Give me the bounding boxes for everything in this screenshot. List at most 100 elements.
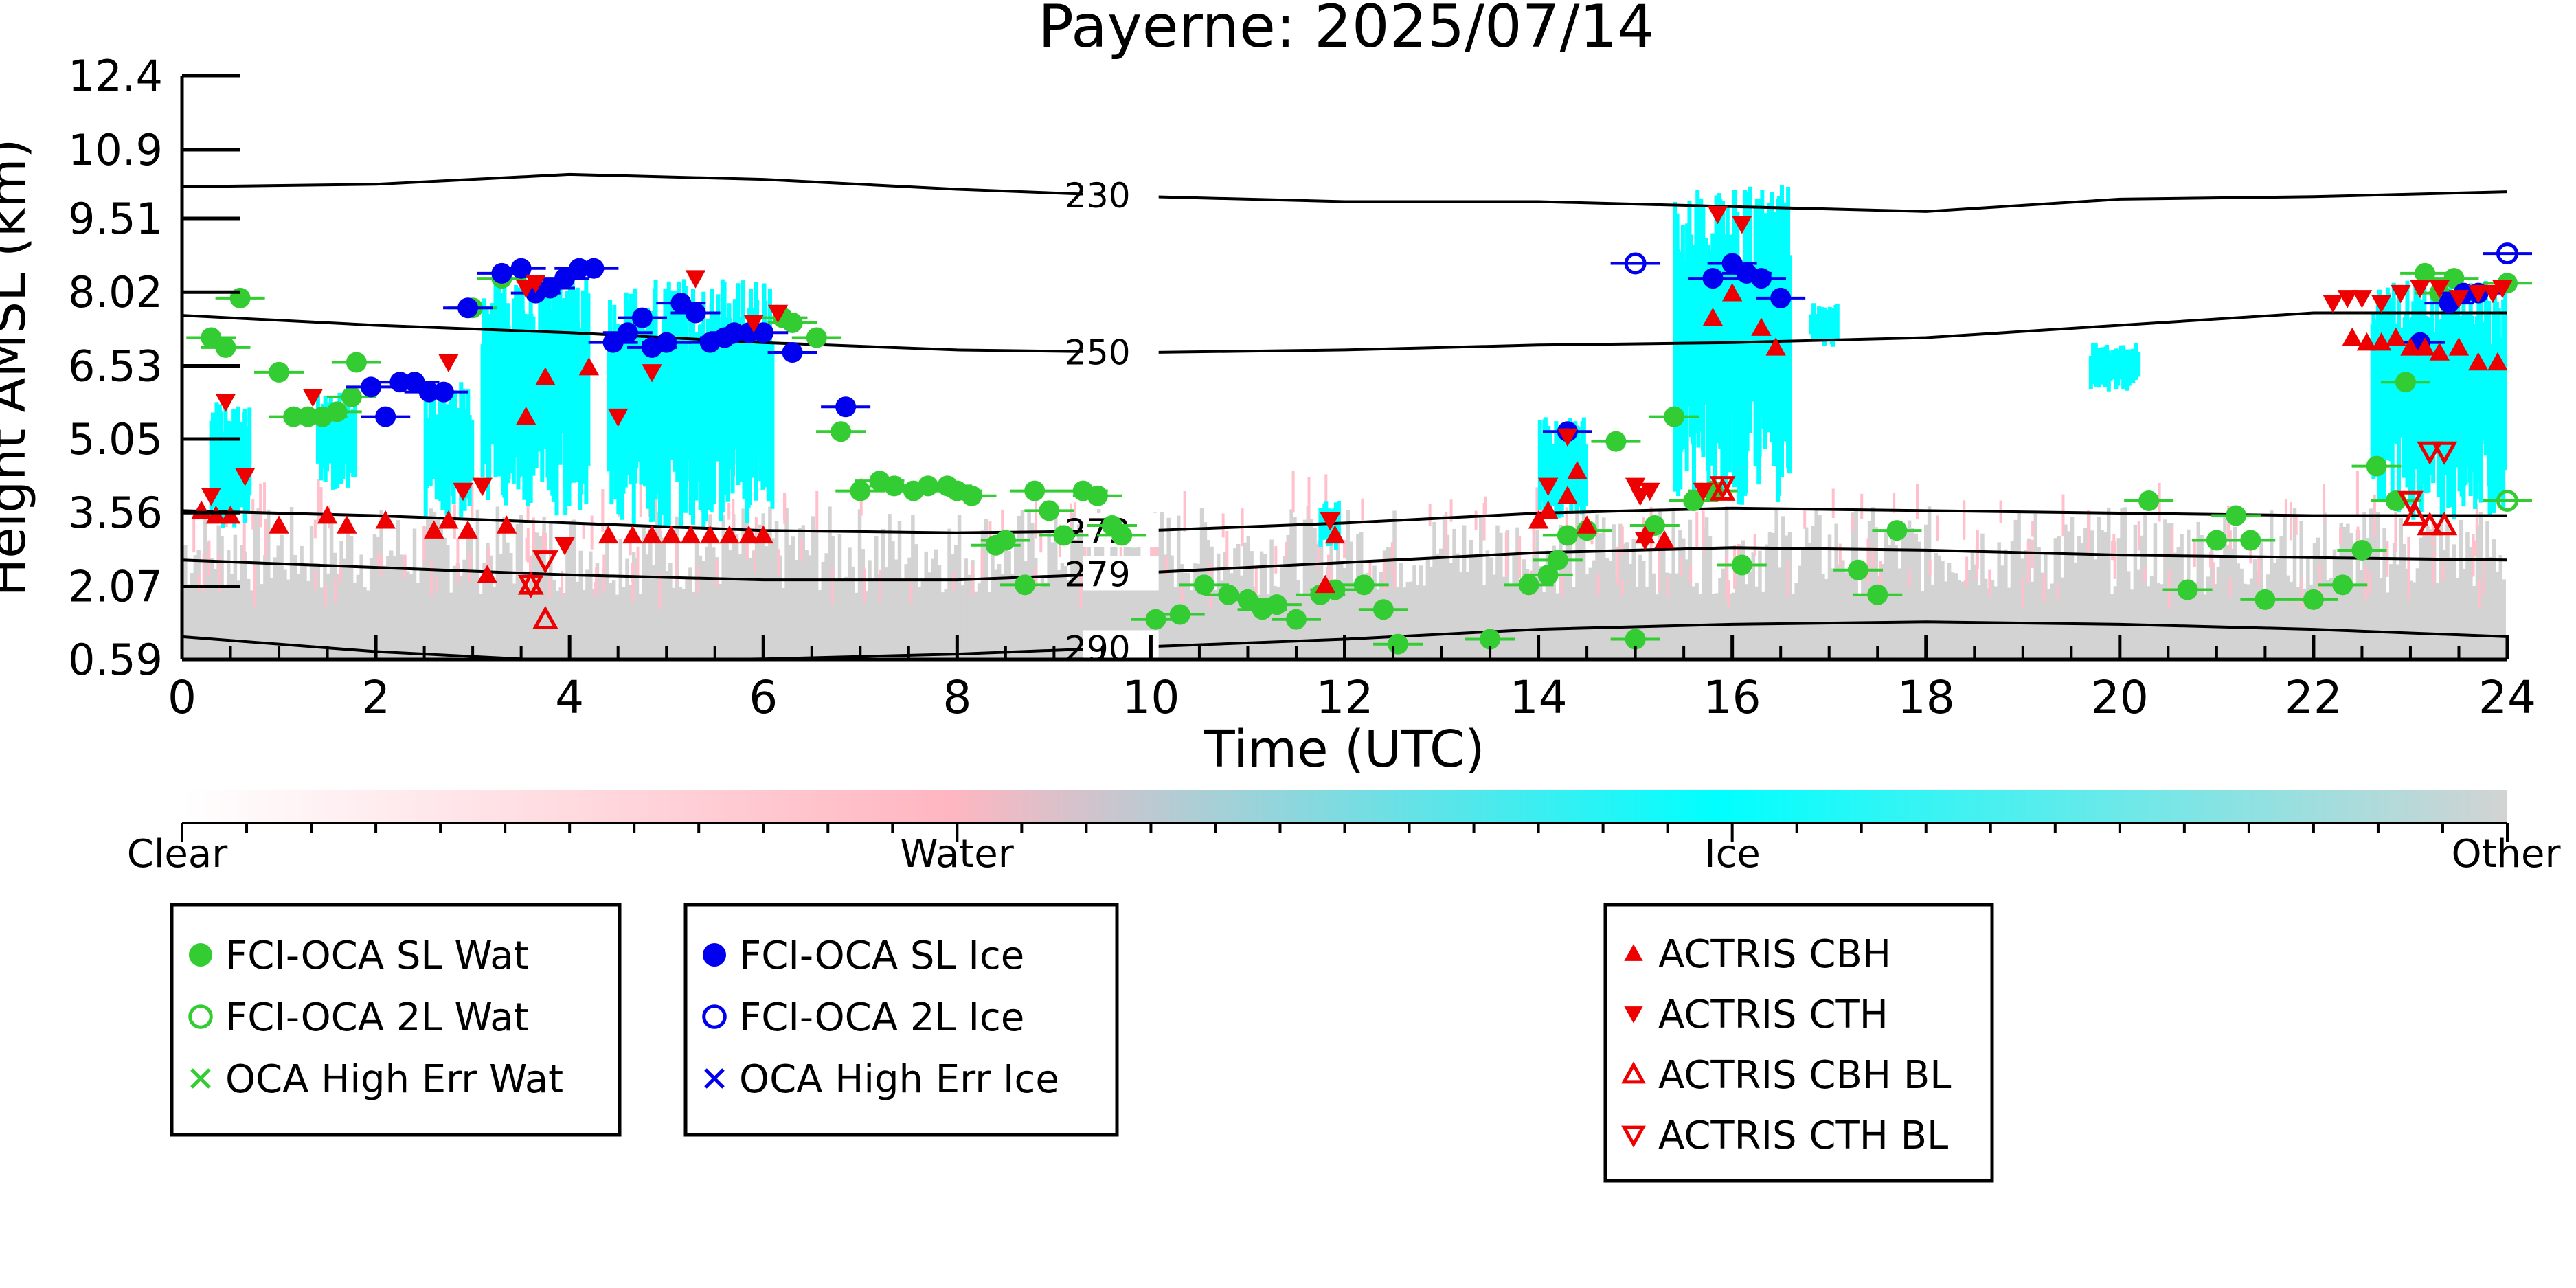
data-point-actris-cbh <box>1765 337 1786 356</box>
y-tick-label: 8.02 <box>68 267 163 317</box>
data-point-fci-oca-sl-wat <box>1683 490 1704 511</box>
data-point-fci-oca-2l-wat <box>2496 489 2518 512</box>
contour-label-279: 279 <box>1065 554 1130 594</box>
data-point-actris-cbh <box>1702 307 1724 326</box>
data-point-actris-cbh <box>642 525 662 544</box>
data-point-fci-oca-sl-wat <box>2206 530 2227 551</box>
data-point-fci-oca-sl-ice <box>554 268 576 289</box>
contour-273 <box>182 506 2507 534</box>
data-point-fci-oca-sl-ice <box>685 302 706 324</box>
data-point-fci-oca-sl-wat <box>1193 574 1214 596</box>
data-point-actris-cth-bl <box>532 550 558 574</box>
data-point-actris-cth <box>1557 428 1578 447</box>
data-point-actris-cbh <box>457 520 478 539</box>
y-tick-label: 9.51 <box>68 194 163 244</box>
data-point-actris-cth <box>767 304 789 324</box>
data-point-fci-oca-sl-wat <box>2332 574 2353 596</box>
data-point-fci-oca-sl-wat <box>850 480 871 501</box>
x-tick-label: 6 <box>749 671 778 724</box>
data-point-actris-cbh <box>680 525 701 544</box>
data-point-actris-cth <box>438 354 459 373</box>
y-tick-label: 6.53 <box>68 341 163 391</box>
data-point-actris-cbh <box>496 515 517 534</box>
data-point-fci-oca-sl-wat <box>2240 530 2261 551</box>
data-point-fci-oca-sl-ice <box>835 396 857 418</box>
series-actris-cbh <box>191 282 2508 594</box>
data-point-actris-cth <box>2391 284 2411 304</box>
data-point-fci-oca-sl-wat <box>1644 515 1665 536</box>
legends: FCI-OCA SL Wat FCI-OCA 2L Wat OCA High Err… <box>170 903 1994 1183</box>
x-tick-label: 4 <box>555 671 584 724</box>
data-point-actris-cbh <box>2415 337 2435 356</box>
data-point-fci-oca-2l-ice <box>1624 252 1647 275</box>
legend-box-actris <box>1603 903 1994 1183</box>
contour-label-290: 290 <box>1065 629 1130 668</box>
data-point-actris-cbh <box>205 505 227 524</box>
data-point-fci-oca-sl-ice <box>510 258 532 279</box>
data-point-fci-oca-sl-wat <box>1557 525 1578 546</box>
y-tick-label: 0.59 <box>68 635 163 685</box>
x-tick-label: 10 <box>1122 671 1179 724</box>
data-point-actris-cbh <box>2356 332 2377 351</box>
data-point-fci-oca-sl-wat <box>1039 500 1060 521</box>
data-point-actris-cbh <box>535 367 556 385</box>
data-point-actris-cth <box>1625 477 1646 497</box>
contour-label-250: 250 <box>1065 332 1130 372</box>
data-point-fci-oca-sl-wat <box>1024 480 1046 501</box>
colorbar-ticks <box>181 823 2509 842</box>
data-point-fci-oca-sl-wat <box>1547 550 1568 571</box>
x-tick-label: 22 <box>2285 671 2342 724</box>
y-tick-label: 3.56 <box>68 488 163 538</box>
data-point-actris-cbh <box>1528 510 1549 529</box>
data-point-actris-cbh <box>2448 337 2470 356</box>
data-point-fci-oca-2l-ice <box>2496 242 2518 265</box>
data-point-fci-oca-sl-wat <box>2443 268 2465 289</box>
data-point-fci-oca-sl-wat <box>1605 431 1627 452</box>
legend-label-fci-oca-sl-ice: FCI-OCA SL Ice <box>739 934 1024 978</box>
colorbar-label-clear: Clear <box>127 832 228 877</box>
data-point-fci-oca-sl-wat <box>1848 559 1869 580</box>
legend-label-actris-cth-bl: ACTRIS CTH BL <box>1658 1114 1948 1158</box>
colorbar-label-ice: Ice <box>1704 832 1761 877</box>
data-point-actris-cth-bl <box>517 575 544 599</box>
data-point-fci-oca-sl-ice <box>375 406 396 427</box>
data-point-fci-oca-sl-wat <box>961 485 982 506</box>
data-point-actris-cth <box>1732 216 1752 234</box>
data-point-actris-cbh-bl <box>2417 512 2443 536</box>
data-point-actris-cth <box>302 389 324 407</box>
data-point-fci-oca-sl-wat <box>1537 564 1559 585</box>
data-point-fci-oca-sl-wat <box>2255 589 2276 610</box>
legend-label-fci-oca-2l-wat: FCI-OCA 2L Wat <box>225 995 529 1040</box>
data-point-fci-oca-sl-ice <box>1750 268 1772 289</box>
data-point-actris-cth <box>2351 290 2373 308</box>
data-point-actris-cbh <box>1654 530 1675 549</box>
y-tick-label: 10.9 <box>68 125 163 175</box>
data-point-actris-cth <box>1707 205 1728 225</box>
x-tick-label: 16 <box>1704 671 1761 724</box>
data-point-actris-cbh <box>738 525 759 544</box>
data-point-actris-cth <box>743 315 764 333</box>
data-point-actris-cbh-bl <box>532 605 558 629</box>
contour-label-bg <box>1083 556 1159 591</box>
data-point-fci-oca-sl-wat <box>1111 525 1133 546</box>
legend-marker-oca-high-err-wat <box>190 1068 211 1089</box>
data-point-fci-oca-sl-wat <box>1087 485 1108 506</box>
data-point-actris-cbh <box>2400 337 2421 356</box>
data-point-fci-oca-sl-ice <box>491 262 512 284</box>
data-point-actris-cbh <box>661 525 681 544</box>
data-point-fci-oca-sl-wat <box>1664 406 1685 427</box>
data-point-fci-oca-sl-ice <box>539 278 561 299</box>
x-axis-label: Time (UTC) <box>1203 720 1484 779</box>
data-point-fci-oca-sl-ice <box>583 258 605 279</box>
legend-label-actris-cbh: ACTRIS CBH <box>1658 932 1891 977</box>
colorbar: Clear Water Ice Other <box>127 790 2561 877</box>
data-point-actris-cbh <box>220 505 241 524</box>
colorbar-gradient <box>182 790 2507 823</box>
data-point-actris-cth <box>2337 290 2358 308</box>
data-point-fci-oca-sl-ice <box>361 376 382 398</box>
contour-label-bg <box>1083 334 1159 369</box>
data-point-actris-cth <box>2323 295 2343 313</box>
data-point-fci-oca-sl-ice <box>433 381 454 403</box>
data-point-fci-oca-sl-wat <box>269 361 290 383</box>
